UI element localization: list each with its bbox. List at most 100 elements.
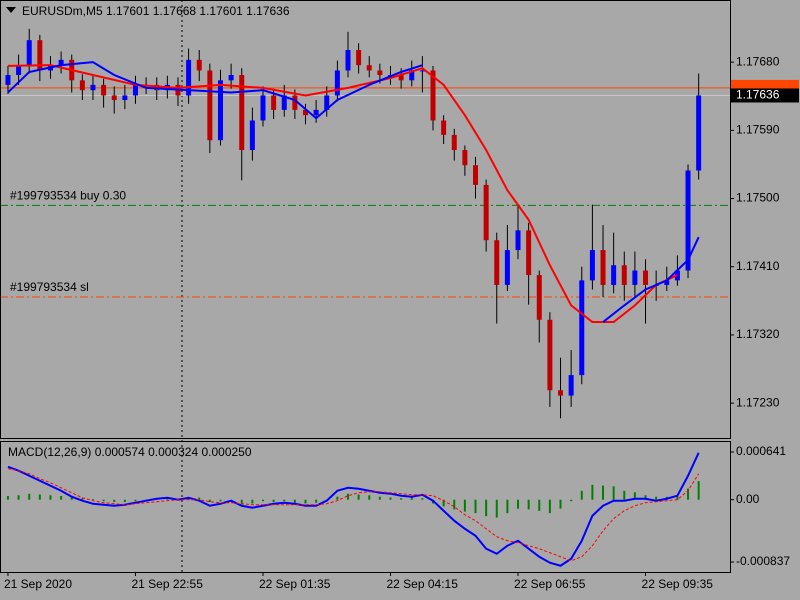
histogram-bar	[442, 499, 445, 507]
histogram-bar	[102, 499, 105, 502]
histogram-bar	[612, 486, 615, 500]
candle-body	[600, 250, 606, 285]
candle-body	[356, 50, 362, 66]
candle-body	[239, 75, 245, 151]
menu-triangle[interactable]	[6, 7, 16, 13]
histogram-bar	[304, 499, 307, 504]
candle-body	[547, 319, 553, 391]
histogram-bar	[580, 490, 583, 500]
candle-body	[228, 75, 234, 81]
histogram-bar	[91, 498, 94, 500]
y-tick-label: 1.17590	[736, 123, 780, 137]
candle-body	[515, 230, 521, 251]
candle-body	[621, 265, 627, 285]
candle-body	[451, 134, 457, 151]
candle-body	[58, 59, 64, 66]
candle-body	[292, 95, 298, 110]
candle-body	[611, 265, 617, 285]
candle-body	[558, 390, 564, 396]
indicator-line	[7, 61, 700, 323]
main-panel-frame	[0, 0, 731, 439]
candle-body	[685, 170, 691, 271]
histogram-bar	[506, 499, 509, 514]
histogram-bar	[293, 499, 296, 503]
histogram-bar	[60, 496, 63, 500]
histogram-bar	[687, 488, 690, 500]
candle-body	[90, 84, 96, 91]
candle-body	[366, 65, 372, 71]
histogram-bar	[208, 499, 211, 502]
y-tick-label: 1.17410	[736, 259, 780, 273]
histogram-bar	[676, 496, 679, 500]
x-tick-label: 22 Sep 06:55	[514, 577, 586, 591]
indicator-line	[7, 468, 700, 562]
candle-body	[334, 70, 340, 96]
candle-body	[122, 95, 128, 101]
histogram-bar	[315, 499, 318, 503]
candle-body	[632, 270, 638, 285]
histogram-bar	[166, 498, 169, 500]
x-tick-label: 22 Sep 04:15	[387, 577, 459, 591]
histogram-bar	[283, 499, 286, 502]
histogram-bar	[113, 499, 116, 502]
candle-body	[281, 95, 287, 110]
histogram-bar	[81, 498, 84, 500]
candle-body	[271, 95, 277, 110]
histogram-bar	[517, 499, 520, 509]
plot-layer: 1.17680 1.17590 1.17500 1.17410 1.17320 1.172…	[0, 28, 799, 591]
histogram-bar	[198, 497, 201, 500]
candle-body	[26, 40, 32, 66]
x-tick-label: 22 Sep 01:35	[259, 577, 331, 591]
candle-body	[473, 165, 479, 185]
histogram-bar	[346, 493, 349, 500]
candle-body	[504, 250, 510, 285]
bid-box	[731, 88, 799, 103]
candle-body	[494, 240, 500, 285]
candle-body	[5, 75, 11, 85]
y-tick-label: 0.00	[736, 492, 760, 506]
candle-body	[37, 40, 43, 71]
histogram-bar	[357, 494, 360, 500]
candle-body	[568, 375, 574, 396]
histogram-bar	[261, 499, 264, 502]
candle-body	[398, 75, 404, 81]
histogram-bar	[410, 497, 413, 500]
candle-body	[324, 95, 330, 110]
bid-label: 1.17636	[736, 88, 780, 102]
histogram-bar	[623, 490, 626, 500]
y-tick-label: 1.17680	[736, 54, 780, 68]
histogram-bar	[495, 499, 498, 518]
candle-body	[186, 59, 192, 96]
candle-body	[302, 109, 308, 116]
candle-body	[345, 50, 351, 71]
candle-body	[696, 95, 702, 171]
x-tick-label: 22 Sep 09:35	[642, 577, 714, 591]
y-tick-label: 1.17320	[736, 327, 780, 341]
candle-body	[536, 275, 542, 320]
histogram-bar	[697, 481, 700, 500]
y-tick-label: 0.000641	[736, 444, 786, 458]
histogram-bar	[570, 499, 573, 502]
macd-panel-frame	[0, 441, 731, 573]
histogram-bar	[219, 499, 222, 502]
histogram-bar	[538, 499, 541, 511]
histogram-bar	[633, 492, 636, 500]
histogram-bar	[602, 485, 605, 500]
histogram-bar	[559, 499, 562, 509]
candle-body	[249, 120, 255, 151]
candle-body	[111, 95, 117, 101]
histogram-bar	[368, 495, 371, 500]
chart-title: EURUSDm,M5 1.17601 1.17668 1.17601 1.176…	[22, 4, 290, 18]
histogram-bar	[6, 496, 9, 500]
candle-body	[101, 84, 107, 96]
macd-title: MACD(12,26,9) 0.000574 0.000324 0.000250	[8, 445, 252, 459]
candle-body	[79, 80, 85, 91]
histogram-bar	[123, 499, 126, 502]
candle-body	[16, 65, 22, 76]
candle-body	[409, 70, 415, 81]
indicator-line	[7, 64, 678, 324]
histogram-bar	[17, 495, 20, 500]
